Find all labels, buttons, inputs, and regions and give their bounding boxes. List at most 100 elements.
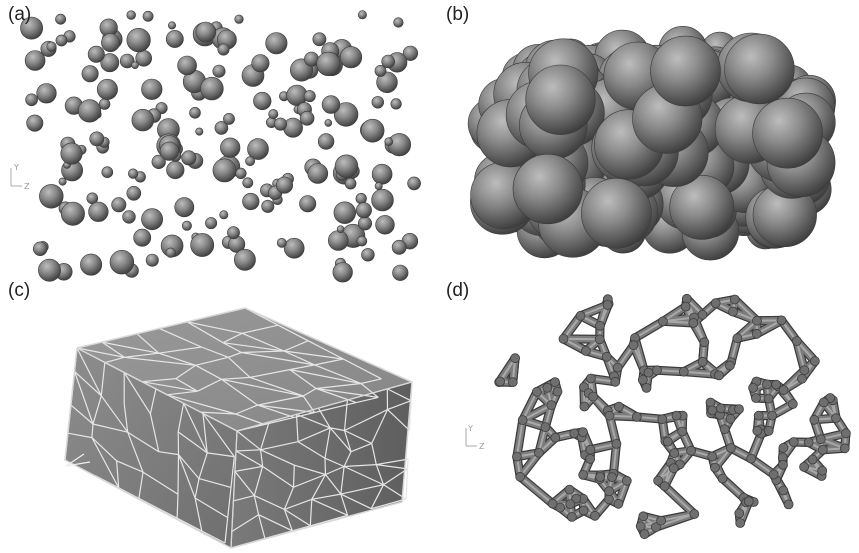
cell-edge <box>201 530 226 544</box>
cell-edge <box>228 351 242 358</box>
cell-edge <box>198 478 232 488</box>
strut-node <box>602 300 613 310</box>
strut-node <box>575 310 586 321</box>
strut-node <box>668 463 679 474</box>
cell-edge <box>221 376 251 380</box>
cell-edge <box>149 388 157 414</box>
strut-node <box>803 437 814 448</box>
cell-edge <box>340 493 372 510</box>
sphere <box>393 17 404 28</box>
cell-edge <box>67 432 93 439</box>
cell-edge <box>260 449 295 466</box>
panel-a-sparse-spheres <box>20 10 421 283</box>
strut-node <box>601 351 612 362</box>
strut-node <box>515 471 526 482</box>
panel-d-strut-network <box>494 293 851 539</box>
strut <box>519 451 540 478</box>
strut-node <box>768 469 779 480</box>
sphere <box>195 21 217 43</box>
strut-node <box>590 510 600 521</box>
sphere <box>391 239 407 255</box>
strut-node <box>594 334 605 345</box>
strut <box>634 320 664 339</box>
cell-edge <box>294 411 315 418</box>
panel-c-voronoi-cube <box>64 307 413 549</box>
cell-edge <box>387 388 412 402</box>
cell-edge <box>166 394 236 415</box>
sphere <box>390 98 402 110</box>
cell-edge <box>73 371 94 425</box>
cell-edge <box>330 427 345 432</box>
cell-edge <box>283 509 293 532</box>
cell-edge <box>309 499 313 526</box>
strut-node <box>643 367 654 378</box>
cell-edge <box>292 465 295 488</box>
cell-edge <box>262 465 294 488</box>
sphere <box>219 210 229 220</box>
sphere <box>128 168 139 179</box>
cell-edge <box>283 340 309 352</box>
strut-node <box>621 475 632 486</box>
strut-node <box>588 391 598 402</box>
strut-node <box>638 511 649 522</box>
sphere <box>273 117 287 131</box>
cell-edge <box>324 427 331 459</box>
strut-node <box>517 415 528 426</box>
cell-edge <box>124 352 159 358</box>
cell-edge <box>124 356 196 366</box>
strut-node <box>699 337 710 348</box>
strut-node <box>669 448 680 459</box>
cell-edge <box>343 400 348 431</box>
strut-node <box>565 499 576 510</box>
cell-edge <box>136 333 160 354</box>
cell-edge <box>297 441 326 459</box>
cell-edge <box>235 404 258 415</box>
cell-edge <box>340 484 384 495</box>
strut-node <box>652 365 662 376</box>
cell-edge <box>127 431 160 453</box>
cell-edge <box>158 451 179 456</box>
cell-edge <box>316 387 379 398</box>
strut-node <box>815 434 826 445</box>
cell-edge <box>360 378 382 385</box>
sphere <box>251 54 270 73</box>
cell-edge <box>283 486 295 510</box>
cell-edge <box>257 404 315 414</box>
cell-edge <box>186 321 224 344</box>
sphere <box>168 21 177 30</box>
strut-node <box>726 443 736 453</box>
strut-node <box>641 382 652 393</box>
panel-label-c: (c) <box>8 280 31 301</box>
strut-node <box>763 393 774 404</box>
sphere <box>253 91 272 111</box>
sphere <box>126 186 142 201</box>
cell-edge <box>221 378 258 406</box>
strut <box>733 298 758 322</box>
cell-edge <box>194 478 200 499</box>
sphere <box>165 30 184 48</box>
cell-edge <box>100 395 129 433</box>
strut <box>682 370 716 376</box>
strut-node <box>550 432 561 443</box>
sphere <box>195 127 204 136</box>
strut-node <box>534 447 544 458</box>
cell-edge <box>297 427 331 443</box>
strut-node <box>604 410 615 421</box>
cell-edge <box>123 403 129 433</box>
strut-node <box>510 353 520 364</box>
cell-edge <box>296 413 331 429</box>
cell-edge <box>200 411 236 415</box>
strut-node <box>778 459 788 470</box>
sphere <box>141 208 164 231</box>
sphere <box>223 113 235 125</box>
sphere <box>261 199 275 213</box>
sphere <box>245 156 255 167</box>
strut-node <box>778 485 789 496</box>
strut <box>519 475 554 505</box>
sphere <box>525 64 596 135</box>
cell-edge <box>195 356 229 366</box>
sphere <box>58 177 67 186</box>
cell-edge <box>383 468 408 486</box>
strut-node <box>725 360 735 371</box>
sphere <box>357 10 367 20</box>
